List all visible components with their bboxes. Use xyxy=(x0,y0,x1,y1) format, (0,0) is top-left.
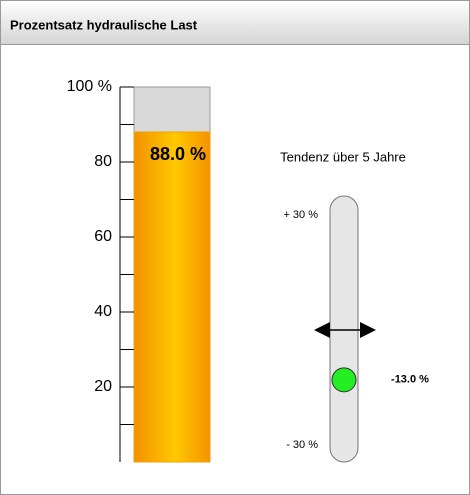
panel-header xyxy=(0,0,470,45)
trend-tick-label: - 30 % xyxy=(286,439,318,451)
trend-marker xyxy=(331,367,357,393)
panel-title: Prozentsatz hydraulische Last xyxy=(10,17,198,32)
y-tick-label: 60 xyxy=(94,228,112,245)
y-tick-label: 20 xyxy=(94,378,112,395)
trend-title: Tendenz über 5 Jahre xyxy=(280,149,406,164)
trend-tick-label: + 30 % xyxy=(283,209,318,221)
arrow-left xyxy=(314,322,330,338)
trend-value-label: -13.0 % xyxy=(391,374,429,386)
y-tick-label: 40 xyxy=(94,303,112,320)
arrow-right xyxy=(360,322,376,338)
level-value-label: 88.0 % xyxy=(150,144,206,164)
y-tick-label: 80 xyxy=(94,153,112,170)
trend-track xyxy=(329,195,359,463)
y-tick-label: 100 % xyxy=(67,78,112,95)
level-bar xyxy=(133,131,211,463)
